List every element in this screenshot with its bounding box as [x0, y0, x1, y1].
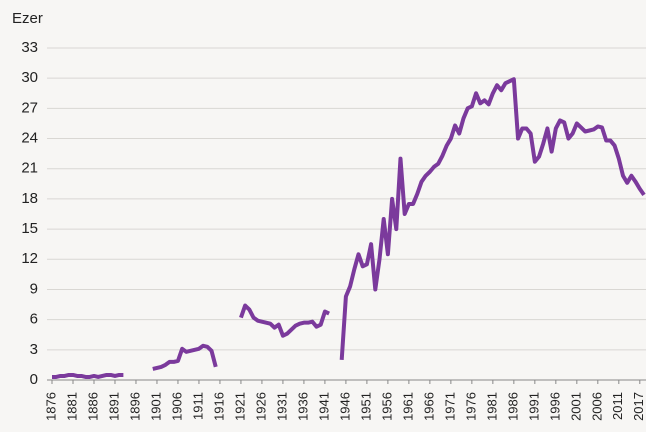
- y-axis-label: Ezer: [12, 10, 43, 27]
- x-tick-label: 1991: [526, 392, 541, 421]
- y-tick-label: 33: [21, 39, 38, 56]
- x-tick-label: 1966: [421, 392, 436, 421]
- x-tick-label: 1891: [106, 392, 121, 421]
- x-tick-label: 1911: [190, 392, 205, 420]
- x-tick-label: 1981: [484, 392, 499, 421]
- x-tick-label: 1881: [64, 392, 79, 421]
- x-tick-label: 1946: [337, 392, 352, 421]
- y-tick-label: 24: [21, 130, 38, 147]
- x-tick-label: 2011: [610, 392, 625, 420]
- line-series: [52, 77, 646, 379]
- x-tick-label: 1956: [379, 392, 394, 421]
- x-tick-label: 2001: [568, 392, 583, 421]
- y-tick-label: 0: [30, 371, 38, 388]
- x-tick-label: 1921: [232, 392, 247, 421]
- x-tick-label: 1901: [148, 392, 163, 421]
- x-tick-label: 1916: [211, 392, 226, 421]
- x-tick-label: 1886: [85, 392, 100, 421]
- x-tick-label: 1926: [253, 392, 268, 421]
- y-tick-label: 15: [21, 220, 38, 237]
- x-tick-label: 2017: [631, 392, 646, 421]
- y-tick-label: 3: [30, 341, 38, 358]
- y-tick-label: 27: [21, 99, 38, 116]
- x-tick-label: 1976: [463, 392, 478, 421]
- x-tick-label: 1961: [400, 392, 415, 421]
- x-tick-label: 1931: [274, 392, 289, 421]
- y-tick-label: 21: [21, 160, 38, 177]
- x-tick-label: 2006: [589, 392, 604, 421]
- y-tick-label: 30: [21, 69, 38, 86]
- x-tick-label: 1876: [43, 392, 58, 421]
- x-tick-label: 1936: [295, 392, 310, 421]
- y-tick-label: 18: [21, 190, 38, 207]
- x-tick-label: 1906: [169, 392, 184, 421]
- x-tick-label: 1986: [505, 392, 520, 421]
- y-tick-label: 12: [21, 250, 38, 267]
- y-tick-label: 6: [30, 311, 38, 328]
- x-tick-label: 1996: [547, 392, 562, 421]
- x-tick-label: 1971: [442, 392, 457, 421]
- x-tick-label: 1896: [127, 392, 142, 421]
- x-tick-label: 1941: [316, 392, 331, 421]
- y-tick-label: 9: [30, 280, 38, 297]
- x-tick-label: 1951: [358, 392, 373, 421]
